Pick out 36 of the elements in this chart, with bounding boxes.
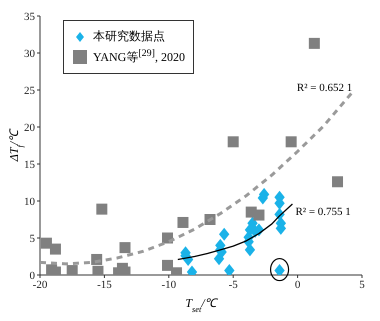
x-axis-title: T$_{set}$/℃	[185, 296, 219, 314]
point	[332, 176, 344, 188]
point	[96, 204, 108, 215]
y-tick-label: 30	[24, 48, 36, 60]
point	[120, 242, 131, 254]
x-tick-label: 5	[359, 278, 366, 291]
point	[218, 228, 230, 241]
point	[50, 244, 61, 255]
point	[244, 243, 256, 256]
annotation: R² = 0.755 1	[295, 205, 351, 218]
y-tick-label: 20	[24, 122, 36, 134]
y-tick-label: 5	[30, 232, 36, 245]
legend-label: YANG等$^{[29]}$, 2020	[93, 48, 186, 66]
point	[228, 136, 239, 148]
y-tick-label: 0	[30, 270, 36, 282]
point	[177, 216, 188, 228]
point	[92, 266, 104, 275]
point	[162, 260, 174, 271]
point	[253, 210, 264, 221]
point	[214, 252, 224, 266]
y-tick-label: 25	[24, 84, 36, 97]
point	[286, 136, 297, 148]
x-tick-label: -15	[97, 278, 112, 291]
point	[40, 238, 52, 249]
point	[66, 265, 78, 275]
x-tick-label: -20	[32, 278, 48, 291]
annotation: R² = 0.652 1	[296, 82, 352, 94]
x-tick-label: -5	[228, 278, 238, 291]
point	[308, 38, 320, 49]
y-tick-label: 15	[24, 158, 36, 171]
legend-label: 本研究数据点	[93, 28, 165, 45]
y-tick-label: 10	[24, 196, 36, 208]
y-tick-label: 35	[24, 10, 36, 23]
x-tick-label: -10	[161, 278, 177, 291]
line-series	[177, 203, 294, 260]
x-tick-label: 0	[294, 278, 301, 291]
